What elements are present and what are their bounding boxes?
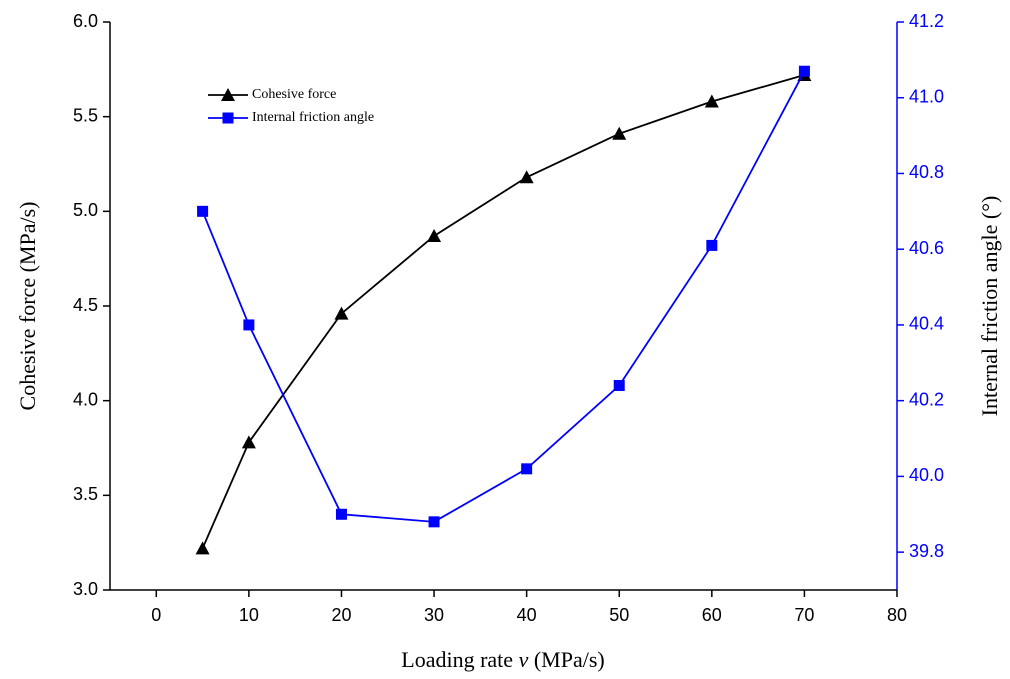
data-point bbox=[613, 380, 625, 392]
data-point bbox=[241, 435, 256, 449]
x-tick-label: 80 bbox=[887, 605, 907, 625]
y2-tick-label: 40.6 bbox=[909, 238, 944, 258]
data-point bbox=[427, 228, 442, 242]
y2-tick-label: 41.2 bbox=[909, 11, 944, 31]
data-point bbox=[195, 541, 210, 555]
y-tick-label: 5.5 bbox=[73, 105, 98, 125]
y2-tick-label: 40.0 bbox=[909, 465, 944, 485]
data-point bbox=[612, 126, 627, 140]
x-axis-label: Loading rate v (MPa/s) bbox=[401, 647, 604, 672]
y2-tick-label: 40.8 bbox=[909, 162, 944, 182]
data-point bbox=[243, 319, 255, 331]
data-point bbox=[335, 508, 347, 520]
series-line bbox=[201, 70, 806, 523]
y-tick-label: 3.0 bbox=[73, 579, 98, 599]
data-point bbox=[704, 94, 719, 108]
data-point bbox=[334, 306, 349, 320]
legend-marker bbox=[221, 88, 235, 101]
x-label-part: Loading rate bbox=[401, 647, 518, 672]
x-tick-label: 70 bbox=[794, 605, 814, 625]
data-point bbox=[521, 463, 533, 475]
y2-axis-label: Internal friction angle (°) bbox=[977, 196, 1002, 417]
data-point bbox=[428, 516, 440, 528]
x-label-part: (MPa/s) bbox=[528, 647, 604, 672]
legend-label: Cohesive force bbox=[252, 87, 336, 102]
data-point bbox=[798, 65, 810, 77]
x-tick-label: 40 bbox=[517, 605, 537, 625]
x-tick-label: 10 bbox=[239, 605, 259, 625]
x-tick-label: 50 bbox=[609, 605, 629, 625]
y-tick-label: 4.0 bbox=[73, 389, 98, 409]
y2-tick-label: 40.2 bbox=[909, 389, 944, 409]
y-tick-label: 4.5 bbox=[73, 295, 98, 315]
data-point bbox=[706, 239, 718, 251]
y2-tick-label: 41.0 bbox=[909, 86, 944, 106]
series-line bbox=[201, 74, 805, 549]
y-axis-label: Cohesive force (MPa/s) bbox=[15, 202, 40, 411]
data-point bbox=[197, 205, 209, 217]
x-tick-label: 30 bbox=[424, 605, 444, 625]
y2-tick-label: 39.8 bbox=[909, 541, 944, 561]
x-tick-label: 0 bbox=[151, 605, 161, 625]
y-tick-label: 6.0 bbox=[73, 11, 98, 31]
y-tick-label: 5.0 bbox=[73, 200, 98, 220]
y2-tick-label: 40.4 bbox=[909, 314, 944, 334]
x-label-part: v bbox=[519, 647, 529, 672]
x-tick-label: 20 bbox=[331, 605, 351, 625]
x-tick-label: 60 bbox=[702, 605, 722, 625]
y-tick-label: 3.5 bbox=[73, 484, 98, 504]
data-point bbox=[519, 170, 534, 184]
legend-marker bbox=[222, 112, 234, 124]
legend-label: Internal friction angle bbox=[252, 110, 374, 125]
